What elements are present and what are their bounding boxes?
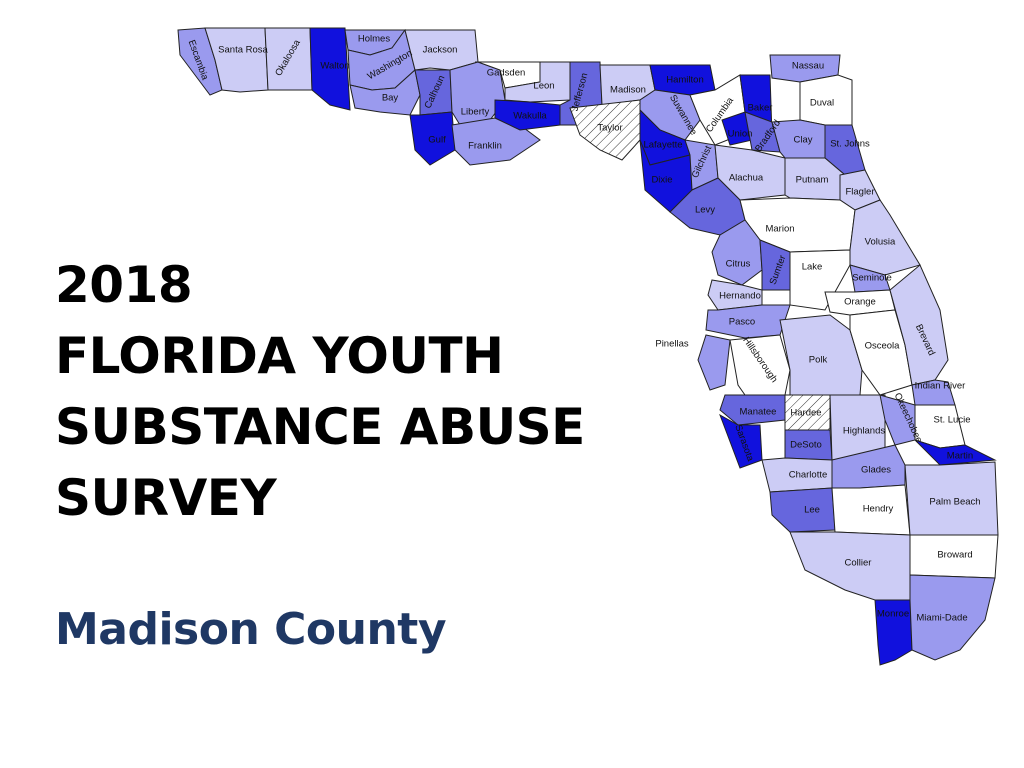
- county-label-lafayette: Lafayette: [643, 140, 682, 151]
- county-label-hendry: Hendry: [863, 504, 894, 515]
- title-year: 2018: [55, 256, 193, 314]
- county-label-palm-beach: Palm Beach: [929, 497, 980, 508]
- county-label-bay: Bay: [382, 93, 399, 104]
- county-label-orange: Orange: [844, 297, 876, 308]
- county-polk: [779, 314, 863, 396]
- county-label-hernando: Hernando: [719, 291, 761, 302]
- county-okeechobee: [879, 394, 916, 446]
- county-sumter: [759, 239, 791, 291]
- county-label-collier: Collier: [845, 558, 872, 569]
- county-label-nassau: Nassau: [792, 61, 824, 72]
- county-label-baker: Baker: [748, 103, 773, 114]
- county-sarasota: [719, 413, 763, 469]
- county-label-broward: Broward: [937, 550, 972, 561]
- county-label-desoto: DeSoto: [790, 440, 822, 451]
- title-line-3: SUBSTANCE ABUSE: [55, 398, 585, 456]
- county-citrus: [711, 219, 763, 286]
- county-miami-dade: [909, 574, 996, 661]
- county-label-citrus: Citrus: [726, 259, 751, 270]
- county-label-holmes: Holmes: [358, 34, 390, 45]
- county-label-hardee: Hardee: [790, 408, 821, 419]
- county-label-alachua: Alachua: [729, 173, 764, 184]
- county-label-walton: Walton: [320, 61, 349, 72]
- county-label-duval: Duval: [810, 98, 834, 109]
- county-lee: [769, 487, 836, 533]
- county-label-glades: Glades: [861, 465, 891, 476]
- county-indian-river: [911, 379, 956, 406]
- county-palm-beach: [904, 461, 999, 536]
- county-walton: [309, 27, 351, 111]
- county-label-dixie: Dixie: [651, 175, 672, 186]
- county-label-miami-dade: Miami-Dade: [916, 613, 967, 624]
- county-label-seminole: Seminole: [852, 273, 892, 284]
- county-label-monroe: Monroe: [877, 609, 909, 620]
- county-label-marion: Marion: [765, 224, 794, 235]
- survey-title: 2018 FLORIDA YOUTH SUBSTANCE ABUSE SURVE…: [55, 250, 585, 534]
- county-label-hamilton: Hamilton: [666, 75, 704, 86]
- county-label-indian-river: Indian River: [915, 381, 966, 392]
- county-label-wakulla: Wakulla: [513, 111, 547, 122]
- county-label-levy: Levy: [695, 205, 715, 216]
- county-label-flagler: Flagler: [845, 187, 874, 198]
- county-label-pasco: Pasco: [729, 317, 755, 328]
- county-label-santa-rosa: Santa Rosa: [218, 45, 268, 56]
- county-label-leon: Leon: [533, 81, 554, 92]
- title-line-4: SURVEY: [55, 469, 277, 527]
- county-label-charlotte: Charlotte: [789, 470, 828, 481]
- county-label-martin: Martin: [947, 451, 973, 462]
- county-brevard: [889, 264, 949, 386]
- county-label-st-johns: St. Johns: [830, 139, 870, 150]
- county-label-highlands: Highlands: [843, 426, 885, 437]
- county-label-putnam: Putnam: [796, 175, 829, 186]
- county-lake: [789, 249, 851, 311]
- county-subtitle: Madison County: [55, 604, 447, 655]
- county-label-jackson: Jackson: [423, 45, 458, 56]
- county-label-polk: Polk: [809, 355, 828, 366]
- county-label-taylor: Taylor: [597, 123, 622, 134]
- county-label-volusia: Volusia: [865, 237, 896, 248]
- county-label-liberty: Liberty: [461, 107, 490, 118]
- county-label-osceola: Osceola: [865, 341, 901, 352]
- title-line-2: FLORIDA YOUTH: [55, 327, 504, 385]
- county-label-st-lucie: St. Lucie: [934, 415, 971, 426]
- county-label-lee: Lee: [804, 505, 820, 516]
- county-label-gulf: Gulf: [428, 135, 446, 146]
- county-martin: [914, 439, 997, 466]
- county-label-clay: Clay: [793, 135, 812, 146]
- county-label-pinellas: Pinellas: [655, 339, 689, 350]
- county-label-manatee: Manatee: [740, 407, 777, 418]
- county-label-union: Union: [728, 129, 753, 140]
- county-pinellas: [697, 334, 731, 391]
- county-label-franklin: Franklin: [468, 141, 502, 152]
- county-st-lucie: [914, 404, 966, 449]
- county-label-gadsden: Gadsden: [487, 68, 526, 79]
- county-label-madison: Madison: [610, 85, 646, 96]
- county-hendry: [831, 484, 911, 536]
- county-label-lake: Lake: [802, 262, 823, 273]
